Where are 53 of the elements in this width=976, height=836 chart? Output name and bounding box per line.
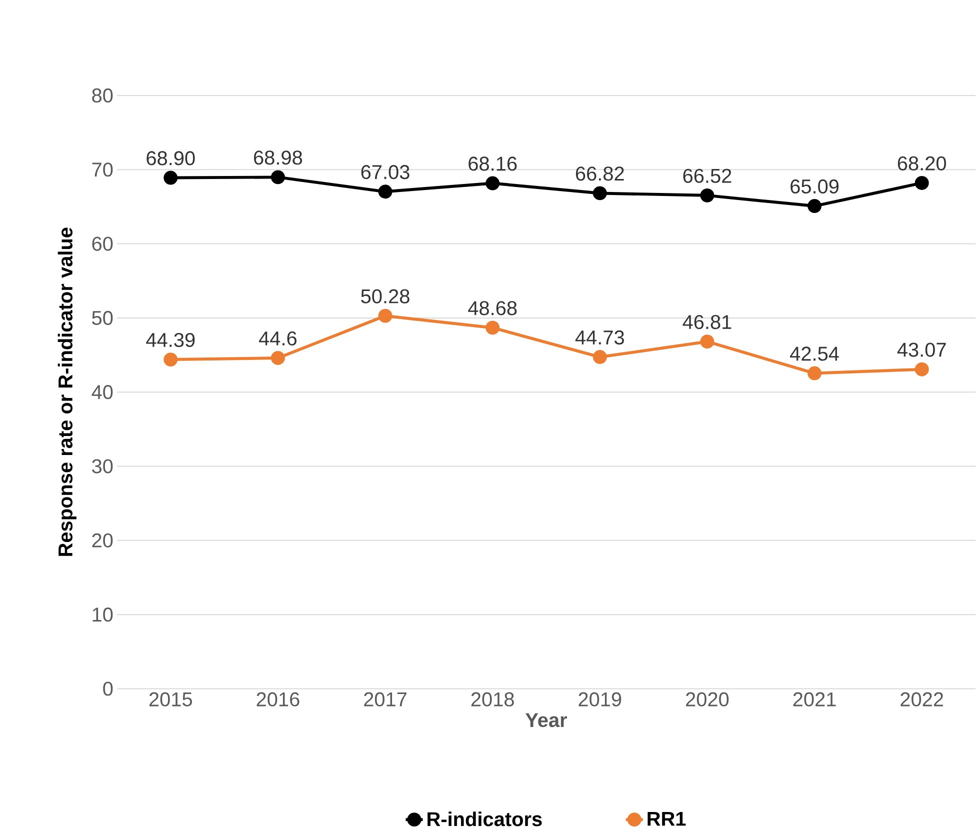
legend-label: R-indicators xyxy=(428,812,542,826)
point xyxy=(164,171,178,185)
point xyxy=(486,176,500,190)
y-tick-label: 60 xyxy=(92,236,113,252)
data-label: 42.54 xyxy=(790,346,839,361)
y-tick-label: 20 xyxy=(92,534,113,548)
x-tick-label: 2022 xyxy=(900,692,944,707)
legend-label: RR1 xyxy=(648,812,686,826)
y-tick-label: 80 xyxy=(92,88,113,103)
data-label: 67.03 xyxy=(361,165,410,180)
data-label: 44.73 xyxy=(575,330,624,345)
data-label: 68.98 xyxy=(254,150,302,165)
x-tick-label: 2018 xyxy=(471,692,514,707)
data-label: 65.09 xyxy=(790,180,839,194)
x-axis-title: Year xyxy=(526,713,568,728)
data-label: 66.52 xyxy=(683,169,732,184)
data-label: 46.81 xyxy=(682,315,732,330)
point xyxy=(808,199,822,214)
point xyxy=(270,351,285,366)
point xyxy=(486,320,500,335)
point xyxy=(592,186,607,200)
point xyxy=(914,362,929,377)
x-tick-label: 2019 xyxy=(578,692,622,707)
x-tick-label: 2015 xyxy=(149,692,192,707)
data-label: 50.28 xyxy=(361,289,410,304)
point xyxy=(914,176,929,190)
y-tick-label: 0 xyxy=(103,682,113,696)
data-label: 43.07 xyxy=(897,342,946,358)
data-label: 68.16 xyxy=(468,156,517,171)
point xyxy=(700,188,714,203)
y-tick-label: 10 xyxy=(92,608,113,622)
data-label: 68.20 xyxy=(898,156,946,171)
y-tick-label: 70 xyxy=(92,162,113,177)
x-tick-label: 2020 xyxy=(686,692,729,707)
y-tick-label: 30 xyxy=(92,459,113,474)
point xyxy=(808,366,822,380)
data-label: 66.82 xyxy=(576,166,624,181)
y-tick-label: 50 xyxy=(92,311,113,326)
point xyxy=(592,350,607,364)
point xyxy=(378,309,392,324)
x-tick-label: 2017 xyxy=(364,692,406,707)
y-axis-title: Response rate or R-indicator value xyxy=(58,228,76,556)
x-tick-label: 2021 xyxy=(793,692,836,707)
x-tick-label: 2016 xyxy=(256,692,300,707)
data-label: 44.6 xyxy=(259,332,296,346)
data-label: 68.90 xyxy=(146,151,195,166)
data-label: 48.68 xyxy=(468,301,517,316)
point xyxy=(700,334,714,349)
data-label: 44.39 xyxy=(146,333,195,348)
point xyxy=(164,352,178,367)
point xyxy=(378,184,392,199)
y-tick-label: 40 xyxy=(92,385,113,400)
point xyxy=(270,170,285,184)
